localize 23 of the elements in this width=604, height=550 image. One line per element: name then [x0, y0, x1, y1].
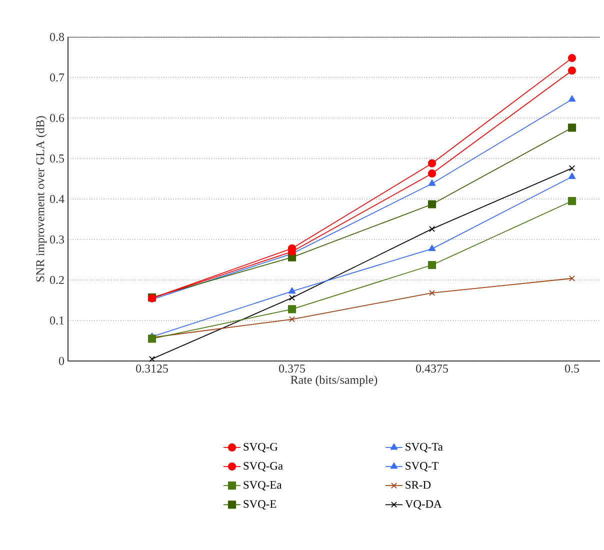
- y-tick-label: 0.2: [50, 276, 64, 284]
- legend-label: SR-D: [406, 481, 431, 489]
- y-tick-label: 0: [58, 356, 64, 366]
- legend-label: SVQ-G: [244, 442, 278, 452]
- legend-label: SVQ-Ea: [244, 481, 282, 491]
- x-tick-label: 0.3125: [136, 364, 168, 373]
- y-tick-label: 0.6: [50, 114, 64, 122]
- legend-label: SVQ-Ta: [406, 442, 443, 452]
- legend-label: SVQ-E: [244, 500, 276, 510]
- y-tick-label: 0.1: [50, 316, 64, 325]
- y-tick-label: 0.3: [50, 235, 64, 244]
- legend-label: SVQ-Ga: [244, 462, 283, 472]
- legend-label: VQ-DA: [405, 500, 442, 510]
- x-tick-label: 0.375: [279, 364, 305, 373]
- x-tick-label: 0.4375: [416, 364, 448, 373]
- legend-label: SVQ-T: [406, 462, 438, 472]
- y-tick-label: 0.5: [50, 154, 64, 163]
- y-tick-label: 0.7: [50, 73, 64, 82]
- y-axis-title: SNR improvement over GLA (dB): [36, 116, 47, 282]
- x-tick-label: 0.5: [564, 364, 580, 373]
- x-axis-title: Rate (bits/sample): [290, 375, 378, 386]
- y-tick-label: 0.8: [50, 32, 64, 42]
- y-tick-label: 0.4: [50, 194, 64, 204]
